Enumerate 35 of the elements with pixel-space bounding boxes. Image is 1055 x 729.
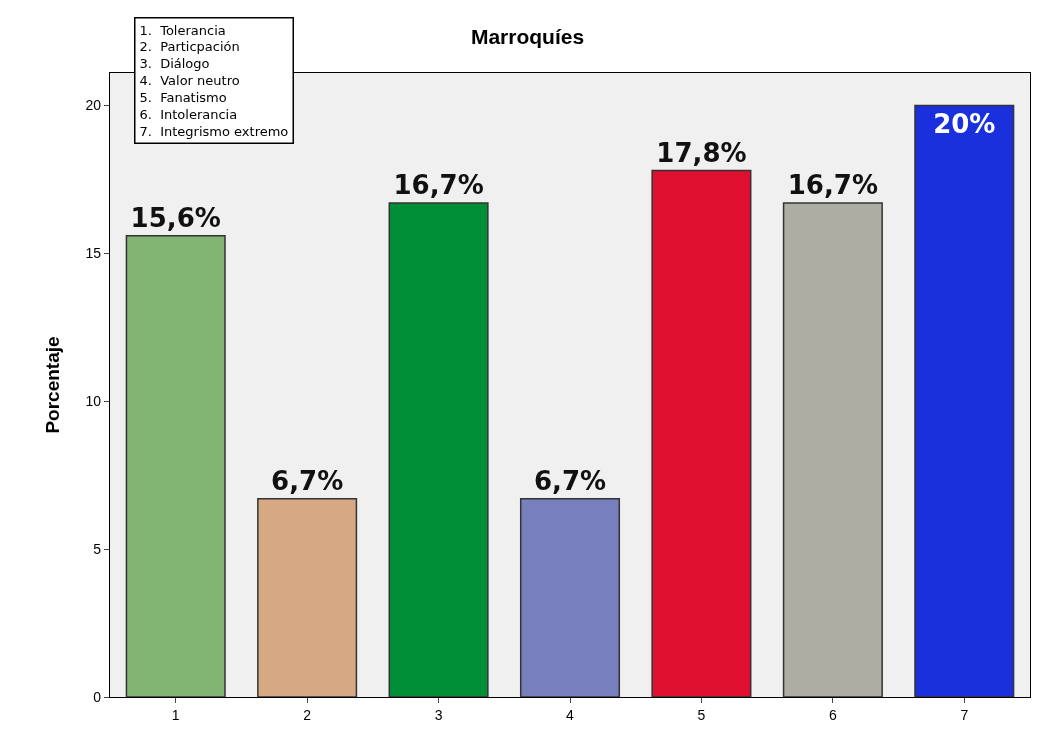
bar xyxy=(651,169,752,697)
x-tick-label: 2 xyxy=(303,706,312,723)
x-tick-label: 5 xyxy=(697,706,706,723)
x-tick-label: 4 xyxy=(566,706,575,723)
y-tick-label: 15 xyxy=(85,245,102,262)
bar xyxy=(519,498,621,697)
data-label: 16,7% xyxy=(393,170,484,201)
bar xyxy=(914,104,1015,697)
annotation: 5. Fanatismo xyxy=(139,90,227,106)
bar xyxy=(388,202,489,697)
y-tick-label: 5 xyxy=(93,541,102,558)
annotation: 6. Intolerancia xyxy=(139,107,238,122)
x-tick-label: 3 xyxy=(434,706,443,723)
data-label: 20% xyxy=(933,108,996,139)
y-tick-label: 10 xyxy=(85,393,102,410)
chart-title: Marroquíes xyxy=(470,24,585,48)
y-tick-label: 0 xyxy=(93,688,102,705)
data-label: 6,7% xyxy=(533,465,607,496)
bar xyxy=(125,234,226,697)
annotation: 4. Valor neutro xyxy=(139,73,240,89)
bar xyxy=(782,202,883,697)
text: 1. Tolerancia xyxy=(139,22,226,38)
data-label: 17,8% xyxy=(656,137,747,168)
x-tick-label: 7 xyxy=(960,706,969,723)
text: 2. Particpación xyxy=(139,39,240,55)
data-label: 6,7% xyxy=(271,465,344,496)
y-tick-label: 20 xyxy=(85,97,102,114)
x-tick-label: 1 xyxy=(171,706,180,723)
bar xyxy=(257,498,358,697)
text: 3. Diálogo xyxy=(139,56,210,72)
x-tick-label: 6 xyxy=(828,706,837,723)
y-axis-title: Porcentaje xyxy=(42,336,64,434)
data-label: 16,7% xyxy=(787,170,878,201)
data-label: 15,6% xyxy=(130,202,221,233)
annotation: 7. Integrismo extremo xyxy=(139,123,289,139)
